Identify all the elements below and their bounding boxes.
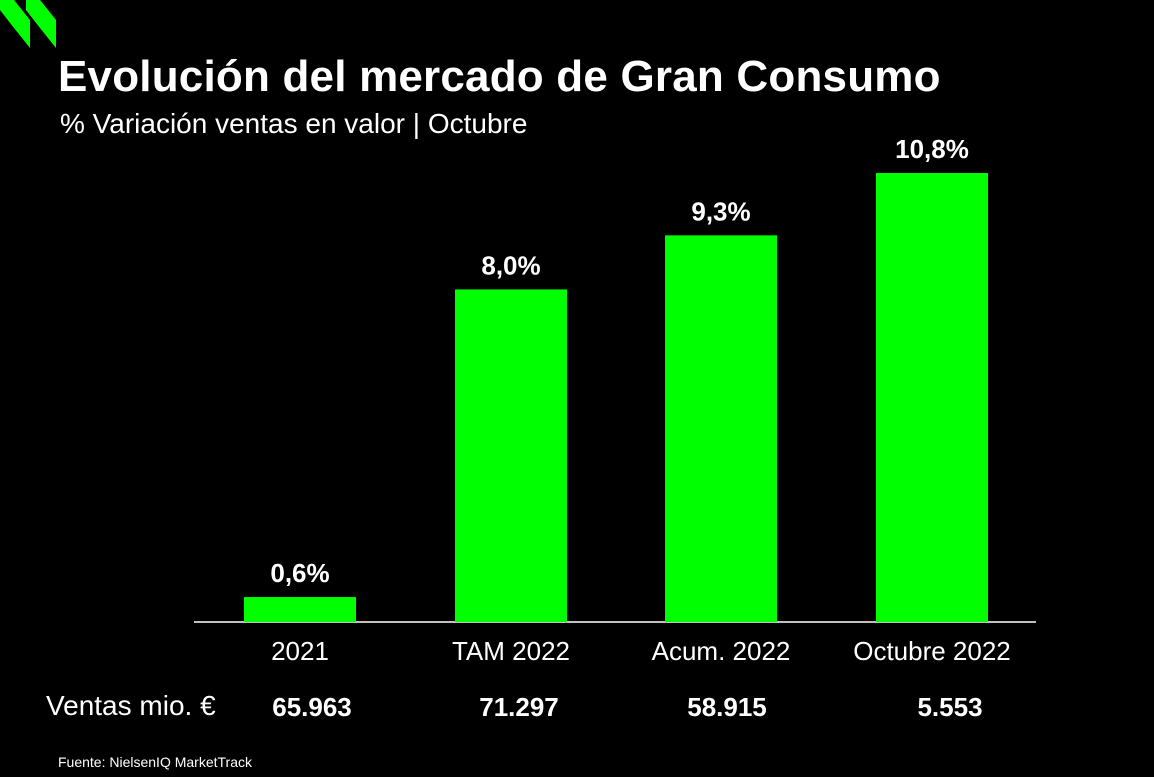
bar-0 bbox=[244, 597, 356, 622]
sales-value-0: 65.963 bbox=[272, 692, 352, 722]
data-label-0: 0,6% bbox=[270, 558, 329, 588]
logo-icon bbox=[0, 0, 56, 48]
bar-3 bbox=[876, 173, 988, 622]
source-note: Fuente: NielsenIQ MarketTrack bbox=[58, 754, 252, 770]
bar-1 bbox=[455, 289, 567, 622]
x-tick-label-0: 2021 bbox=[271, 636, 329, 666]
chart-title: Evolución del mercado de Gran Consumo bbox=[58, 52, 941, 101]
bar-2 bbox=[665, 235, 777, 622]
x-tick-label-1: TAM 2022 bbox=[452, 636, 570, 666]
data-label-1: 8,0% bbox=[481, 250, 540, 280]
chart-subtitle: % Variación ventas en valor | Octubre bbox=[60, 108, 528, 139]
sales-row-label: Ventas mio. € bbox=[46, 690, 216, 721]
sales-value-3: 5.553 bbox=[917, 692, 983, 722]
sales-value-2: 58.915 bbox=[687, 692, 767, 722]
sales-value-1: 71.297 bbox=[479, 692, 559, 722]
x-tick-label-2: Acum. 2022 bbox=[652, 636, 791, 666]
data-label-3: 10,8% bbox=[895, 134, 969, 164]
x-tick-label-3: Octubre 2022 bbox=[853, 636, 1011, 666]
data-label-2: 9,3% bbox=[691, 196, 750, 226]
